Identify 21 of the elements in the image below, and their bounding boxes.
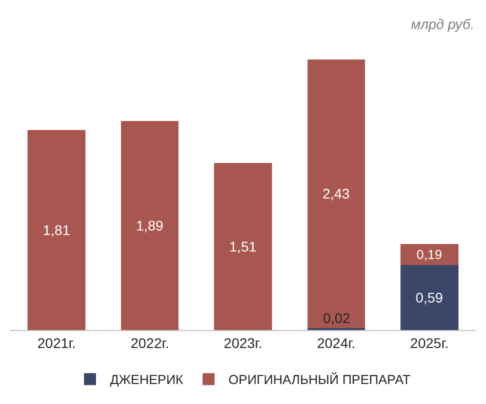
data-label: 2,43 (322, 186, 350, 202)
x-tick-label: 2024г. (316, 334, 356, 351)
bar (307, 59, 366, 328)
bar (28, 130, 86, 330)
x-tick-label: 2022г. (130, 334, 170, 351)
data-label: 1,81 (42, 222, 70, 238)
bar (120, 121, 179, 330)
x-tick-label: 2025г. (410, 334, 449, 351)
data-label: 1,89 (136, 218, 164, 234)
text: млрд руб. (411, 16, 474, 32)
data-label: 0,19 (416, 246, 442, 262)
legend-label: ОРИГИНАЛЬНЫЙ ПРЕПАРАТ (228, 372, 410, 388)
data-label: 0,02 (323, 310, 350, 326)
bar (400, 264, 458, 330)
bar (400, 244, 458, 265)
data-label: 0,59 (416, 289, 444, 306)
legend-label: ДЖЕНЕРИК (110, 372, 184, 388)
bar (214, 163, 272, 330)
x-tick-label: 2021г. (37, 334, 76, 351)
x-tick-label: 2023г. (224, 334, 262, 351)
data-label: 1,51 (229, 238, 257, 255)
